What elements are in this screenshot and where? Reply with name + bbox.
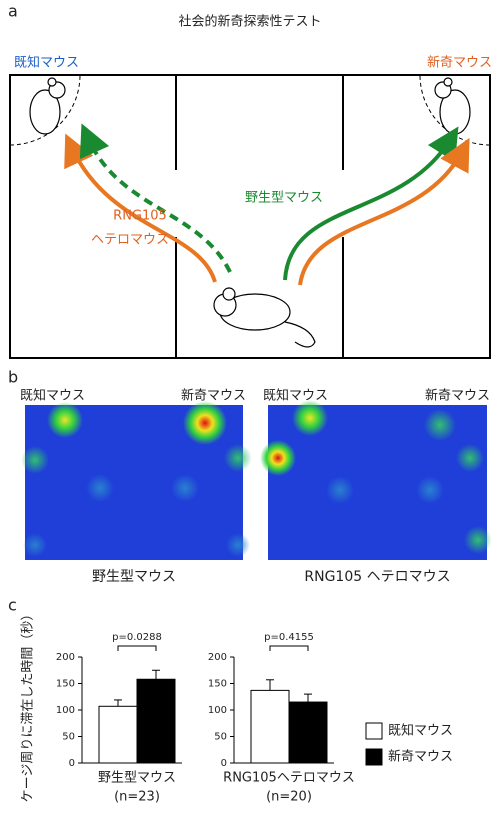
y-tick-label: 200 (208, 652, 227, 663)
panel-letter: b (8, 368, 18, 387)
heat-spot (23, 533, 47, 557)
x-label: RNG105ヘテロマウス (223, 771, 355, 786)
heatmap-label: 新奇マウス (425, 388, 490, 404)
p-value: p=0.0288 (112, 632, 162, 643)
y-tick-label: 0 (221, 758, 227, 769)
heat-spot (86, 474, 114, 502)
heat-spot (224, 444, 252, 472)
heatmap-label: 既知マウス (263, 388, 328, 404)
heat-spot (21, 446, 49, 474)
bar (98, 705, 138, 764)
heatmap-caption: 野生型マウス (92, 569, 176, 585)
panel-letter: c (8, 596, 17, 615)
heatmap-label: 既知マウス (20, 388, 85, 404)
cage-zone (9, 74, 491, 146)
y-tick-label: 150 (56, 679, 75, 690)
arena (9, 74, 491, 359)
heat-spot (456, 444, 484, 472)
heat-spot (260, 440, 296, 476)
heat-spot (226, 533, 250, 557)
hetero-label: ヘテロマウス (91, 233, 169, 248)
title: 社会的新奇探索性テスト (178, 14, 321, 30)
heat-spot (292, 400, 328, 436)
bar (288, 701, 328, 764)
bar-charts: 0 50 100 150 200 p=0.0288 野生型マウス (n=23) ケージ周りに滞在… (21, 608, 454, 805)
heatmap-caption: RNG105 ヘテロマウス (304, 569, 450, 585)
heat-spot (47, 402, 83, 438)
y-axis-title: ケージ周りに滞在した時間（秒） (21, 608, 36, 803)
bar (250, 689, 290, 764)
p-value: p=0.4155 (264, 632, 314, 643)
familiar-label: 既知マウス (14, 55, 79, 71)
novel-label: 新奇マウス (427, 55, 492, 71)
mouse-icons (29, 77, 471, 348)
heat-spot (183, 401, 227, 445)
y-tick-label: 150 (208, 679, 227, 690)
x-label: 野生型マウス (98, 771, 176, 786)
significance-bracket (269, 645, 309, 651)
legend-label: 新奇マウス (388, 749, 453, 765)
legend-label: 既知マウス (388, 723, 453, 739)
heat-spot (416, 476, 444, 504)
heat-spot (171, 474, 199, 502)
heat-spot (424, 409, 456, 441)
sample-size: (n=23) (114, 790, 160, 805)
y-tick-label: 50 (214, 732, 227, 743)
trajectories (64, 123, 470, 286)
heatmap-label: 新奇マウス (181, 388, 246, 404)
wild-type-label: 野生型マウス (245, 191, 323, 206)
legend-swatch (365, 748, 383, 766)
hetero-label: RNG105 (113, 209, 167, 224)
y-tick-label: 0 (69, 758, 75, 769)
sample-size: (n=20) (266, 790, 312, 805)
y-tick-label: 100 (208, 705, 227, 716)
significance-bracket (117, 645, 157, 651)
panel-letter: a (8, 2, 18, 21)
bar (136, 678, 176, 764)
y-tick-label: 100 (56, 705, 75, 716)
y-tick-label: 200 (56, 652, 75, 663)
y-tick-label: 50 (62, 732, 75, 743)
legend-swatch (365, 722, 383, 740)
heat-spot (464, 526, 492, 554)
heat-spot (326, 476, 354, 504)
